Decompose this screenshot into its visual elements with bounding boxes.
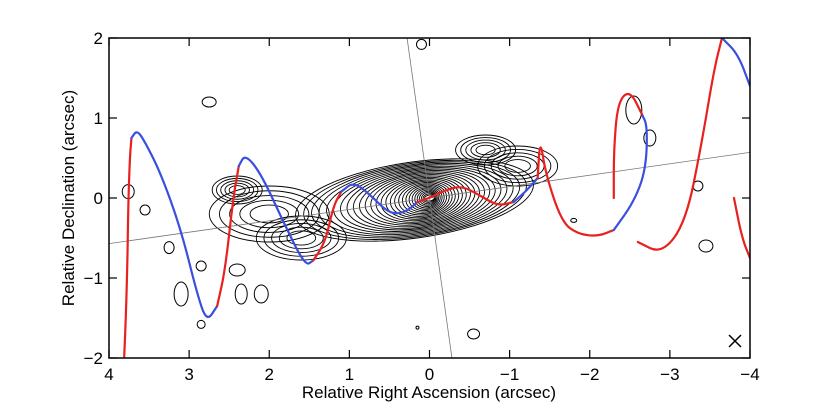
contour-blob — [415, 38, 427, 50]
y-tick-label: 2 — [94, 29, 103, 48]
contour-blob — [643, 129, 657, 147]
x-tick-label: 0 — [425, 365, 434, 384]
beam-marker — [728, 334, 742, 348]
x-axis: 4 3 2 1 0 −1 −2 −3 −4 — [104, 38, 760, 384]
x-tick-label: −4 — [740, 365, 759, 384]
contour-level — [208, 185, 330, 243]
y-axis: −2 −1 0 1 2 — [84, 29, 750, 368]
contour-blob — [196, 319, 206, 329]
contour-blob — [625, 95, 643, 125]
contour-map — [121, 38, 714, 340]
series-blue-segment — [130, 131, 219, 318]
series-red-segment — [123, 136, 133, 358]
contour-blob — [234, 283, 248, 305]
contour-level — [271, 223, 332, 253]
contour-level — [465, 139, 506, 161]
contour-level — [239, 199, 300, 229]
contour-level — [455, 134, 517, 166]
contour-level — [470, 142, 501, 158]
contour-blob — [163, 241, 175, 255]
contour-level — [477, 145, 559, 187]
contour-level — [475, 144, 496, 156]
contour-blob — [139, 204, 151, 216]
contour-level — [460, 137, 511, 163]
contour-blob — [228, 263, 246, 277]
x-tick-label: −2 — [580, 365, 599, 384]
series-red-segment — [732, 196, 750, 260]
contour-level — [483, 148, 552, 184]
contour-level — [228, 185, 246, 195]
x-tick-label: 3 — [184, 365, 193, 384]
x-tick-label: −3 — [660, 365, 679, 384]
x-tick-label: 2 — [265, 365, 274, 384]
series-blue-segment — [720, 38, 750, 88]
y-axis-title: Relative Declination (arcsec) — [59, 90, 78, 306]
contour-level — [497, 155, 538, 177]
x-tick-label: 1 — [345, 365, 354, 384]
contour-level — [286, 230, 317, 246]
contour-blob — [570, 217, 578, 223]
series-blue-segment — [612, 112, 648, 232]
series-blue-segment — [340, 183, 419, 215]
contour-level — [224, 182, 250, 198]
contour-level — [504, 159, 531, 173]
y-tick-label: 1 — [94, 109, 103, 128]
series-red-segment — [536, 146, 615, 237]
y-tick-label: −1 — [84, 269, 103, 288]
series-red-segment — [612, 92, 643, 200]
series-red-segment — [416, 186, 515, 206]
series-red-segment — [636, 38, 724, 251]
x-tick-label: 4 — [104, 365, 113, 384]
contour-blob — [698, 239, 714, 253]
contour-blob — [195, 260, 207, 272]
contour-blob — [173, 281, 189, 307]
contour-level — [229, 195, 310, 233]
y-tick-label: 0 — [94, 189, 103, 208]
x-tick-label: −1 — [500, 365, 519, 384]
contour-level — [278, 226, 324, 250]
series-red-segment — [312, 190, 343, 262]
x-axis-title: Relative Right Ascension (arcsec) — [302, 383, 556, 402]
series-blue-segment — [512, 176, 539, 204]
contour-blob — [253, 284, 269, 304]
contour-blob — [415, 325, 420, 330]
jet-model-curves — [123, 38, 750, 358]
series-blue-segment — [237, 156, 315, 265]
series-red-segment — [216, 164, 240, 308]
y-tick-label: −2 — [84, 349, 103, 368]
contour-blob — [201, 96, 217, 108]
contour-blob — [467, 328, 481, 340]
